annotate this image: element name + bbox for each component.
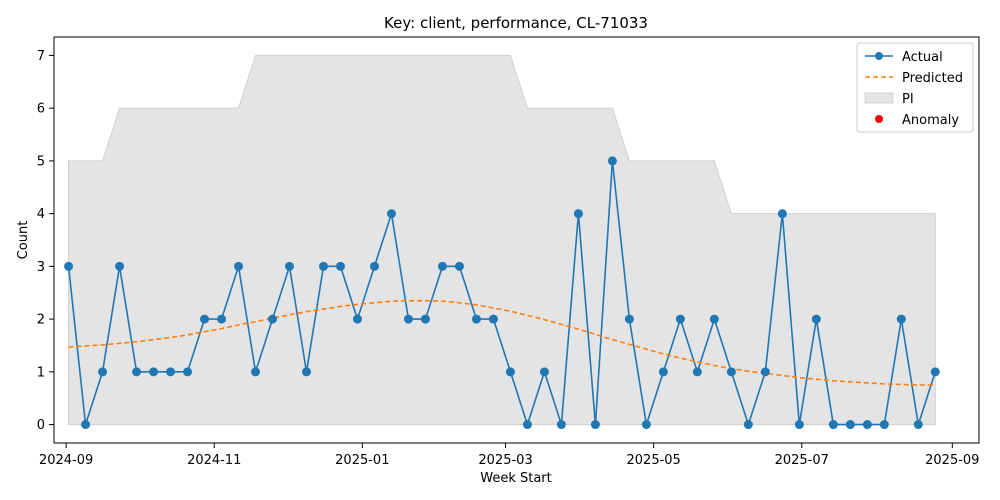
actual-point (454, 261, 464, 271)
legend: Actual Predicted PI Anomaly (856, 42, 974, 133)
actual-point (403, 314, 413, 324)
actual-point (301, 367, 311, 377)
actual-point (64, 261, 74, 271)
actual-point (760, 367, 770, 377)
legend-actual-marker (875, 52, 883, 60)
actual-point (879, 420, 889, 430)
y-tick-label: 6 (37, 102, 45, 117)
actual-point (658, 367, 668, 377)
actual-point (777, 209, 787, 219)
y-tick-label: 7 (37, 49, 45, 64)
x-tick-label: 2025-05 (627, 453, 681, 468)
actual-point (369, 261, 379, 271)
actual-point (505, 367, 515, 377)
plot-area (64, 54, 940, 430)
actual-point (845, 420, 855, 430)
actual-point (709, 314, 719, 324)
actual-point (335, 261, 345, 271)
actual-point (641, 420, 651, 430)
legend-pi-label: PI (902, 92, 914, 107)
legend-anomaly-marker (875, 115, 883, 123)
y-tick-label: 0 (37, 418, 45, 433)
actual-point (132, 367, 142, 377)
actual-point (420, 314, 430, 324)
actual-point (522, 420, 532, 430)
y-tick-label: 2 (37, 313, 45, 328)
actual-line (67, 160, 937, 428)
actual-point (183, 367, 193, 377)
actual-point (896, 314, 906, 324)
actual-point (285, 261, 294, 271)
y-tick-label: 3 (37, 260, 45, 275)
actual-point (318, 261, 328, 271)
y-axis: 0 1 2 3 4 5 6 7 (37, 49, 54, 433)
actual-point (217, 314, 227, 324)
legend-anomaly-label: Anomaly (902, 113, 959, 128)
actual-point (743, 420, 753, 430)
y-tick-label: 5 (37, 154, 45, 169)
x-tick-label: 2025-01 (335, 453, 389, 468)
actual-point (692, 367, 702, 377)
actual-point (828, 420, 838, 430)
actual-point (251, 367, 261, 377)
actual-point (675, 314, 685, 324)
actual-point (386, 209, 396, 219)
x-tick-label: 2024-11 (187, 453, 241, 468)
actual-point (811, 314, 821, 324)
actual-point (234, 261, 244, 271)
legend-predicted-label: Predicted (902, 71, 963, 86)
actual-point (573, 209, 583, 219)
actual-point (268, 314, 277, 324)
legend-pi-swatch (864, 92, 894, 104)
actual-point (590, 420, 600, 430)
x-tick-label: 2025-07 (775, 453, 829, 468)
actual-point (166, 367, 176, 377)
x-tick-label: 2024-09 (39, 453, 93, 468)
actual-point (624, 314, 634, 324)
actual-point (352, 314, 362, 324)
y-axis-label: Count (16, 221, 31, 260)
x-axis: 2024-09 2024-11 2025-01 2025-03 2025-05 2025-… (39, 443, 979, 468)
actual-point (556, 420, 566, 430)
actual-point (200, 314, 210, 324)
actual-point (81, 420, 91, 430)
actual-point (98, 367, 108, 377)
legend-actual-label: Actual (902, 50, 943, 65)
actual-point (539, 367, 549, 377)
actual-point (437, 261, 447, 271)
y-tick-label: 1 (37, 365, 45, 380)
actual-point (149, 367, 159, 377)
predicted-line (68, 299, 936, 386)
actual-point (607, 156, 617, 166)
legend-frame (856, 42, 974, 133)
x-tick-label: 2025-03 (478, 453, 532, 468)
x-tick-label: 2025-09 (925, 453, 979, 468)
actual-point (930, 367, 940, 377)
actual-point (794, 420, 804, 430)
actual-point (726, 367, 736, 377)
x-axis-label: Week Start (480, 471, 552, 486)
actual-point (862, 420, 872, 430)
actual-point (913, 420, 923, 430)
actual-point (115, 261, 125, 271)
chart-title: Key: client, performance, CL-71033 (384, 14, 648, 32)
actual-point (488, 314, 498, 324)
y-tick-label: 4 (37, 207, 45, 222)
axes-frame (53, 36, 980, 444)
actual-point (471, 314, 481, 324)
